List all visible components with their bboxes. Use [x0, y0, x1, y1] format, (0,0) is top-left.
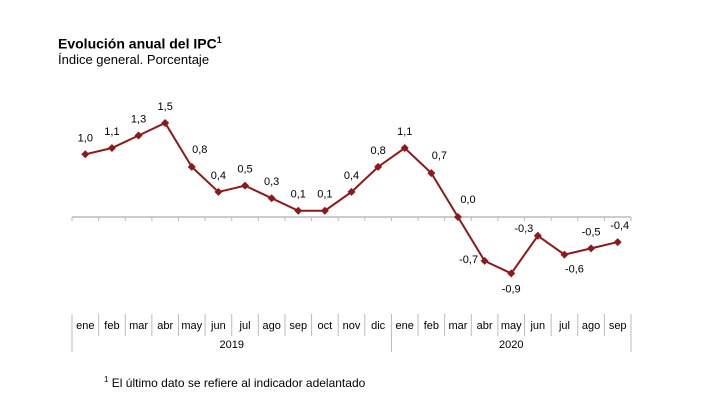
category-label: sep — [609, 320, 627, 332]
data-point-marker — [560, 250, 569, 259]
year-label: 2019 — [219, 339, 243, 351]
data-label: -0,4 — [610, 220, 629, 232]
data-point-marker — [320, 206, 329, 215]
data-point-marker — [294, 206, 303, 215]
data-point-marker — [347, 187, 356, 196]
footnote-mark: 1 — [104, 375, 109, 384]
data-label: 0,5 — [237, 164, 252, 176]
data-point-marker — [214, 187, 223, 196]
data-point-marker — [187, 162, 196, 171]
year-label: 2020 — [499, 339, 523, 351]
category-label: may — [181, 320, 202, 332]
data-point-marker — [613, 238, 622, 247]
data-label: 0,3 — [264, 176, 279, 188]
data-series-line — [85, 121, 618, 275]
data-label: 0,1 — [291, 189, 306, 201]
data-label: 0,1 — [317, 189, 332, 201]
chart-title: Evolución anual del IPC1 — [58, 35, 222, 52]
category-label: mar — [448, 320, 467, 332]
data-label: 1,1 — [397, 126, 412, 138]
data-label: -0,9 — [502, 283, 521, 295]
category-label: jul — [239, 320, 251, 332]
category-label: nov — [343, 320, 361, 332]
data-point-marker — [427, 169, 436, 178]
category-label: abr — [157, 320, 173, 332]
category-label: jun — [210, 320, 226, 332]
category-label: abr — [477, 320, 493, 332]
data-label: 1,5 — [158, 101, 173, 113]
chart-subtitle: Índice general. Porcentaje — [58, 52, 210, 67]
category-label: ene — [396, 320, 414, 332]
data-point-marker — [533, 231, 542, 240]
category-label: dic — [371, 320, 386, 332]
footnote-text: El último dato se refiere al indicador a… — [111, 376, 366, 390]
category-label: feb — [424, 320, 439, 332]
data-label: 0,4 — [211, 170, 226, 182]
data-point-marker — [507, 269, 516, 278]
data-label: 0,7 — [432, 150, 447, 162]
category-label: may — [501, 320, 522, 332]
category-label: oct — [318, 320, 333, 332]
category-label: jul — [558, 320, 570, 332]
data-point-marker — [81, 150, 90, 159]
data-point-marker — [400, 144, 409, 153]
data-point-marker — [587, 244, 596, 253]
data-label: 1,3 — [131, 113, 146, 125]
category-label: mar — [129, 320, 148, 332]
data-label: -0,6 — [565, 264, 584, 276]
data-label: -0,5 — [582, 226, 601, 238]
category-label: sep — [289, 320, 307, 332]
data-point-marker — [453, 213, 462, 221]
category-label: ago — [582, 320, 600, 332]
category-label: jun — [529, 320, 545, 332]
data-point-marker — [374, 162, 383, 171]
title-superscript: 1 — [216, 35, 222, 45]
data-label: 0,0 — [460, 194, 475, 206]
category-label: feb — [104, 320, 119, 332]
data-point-marker — [107, 144, 116, 153]
data-point-marker — [161, 118, 170, 127]
data-label: 0,8 — [192, 144, 207, 156]
data-label: -0,3 — [514, 223, 533, 235]
category-label: ago — [262, 320, 280, 332]
data-label: 0,4 — [344, 170, 359, 182]
data-point-marker — [134, 131, 143, 140]
data-label: 0,8 — [370, 145, 385, 157]
data-label: 1,0 — [78, 132, 93, 144]
data-point-marker — [241, 181, 250, 190]
title-text: Evolución anual del IPC — [58, 35, 217, 52]
data-point-marker — [267, 194, 276, 203]
category-label: ene — [76, 320, 94, 332]
data-point-marker — [480, 256, 489, 265]
footnote: 1 El último dato se refiere al indicador… — [104, 375, 365, 390]
data-label: -0,7 — [459, 254, 478, 266]
data-label: 1,1 — [104, 126, 119, 138]
